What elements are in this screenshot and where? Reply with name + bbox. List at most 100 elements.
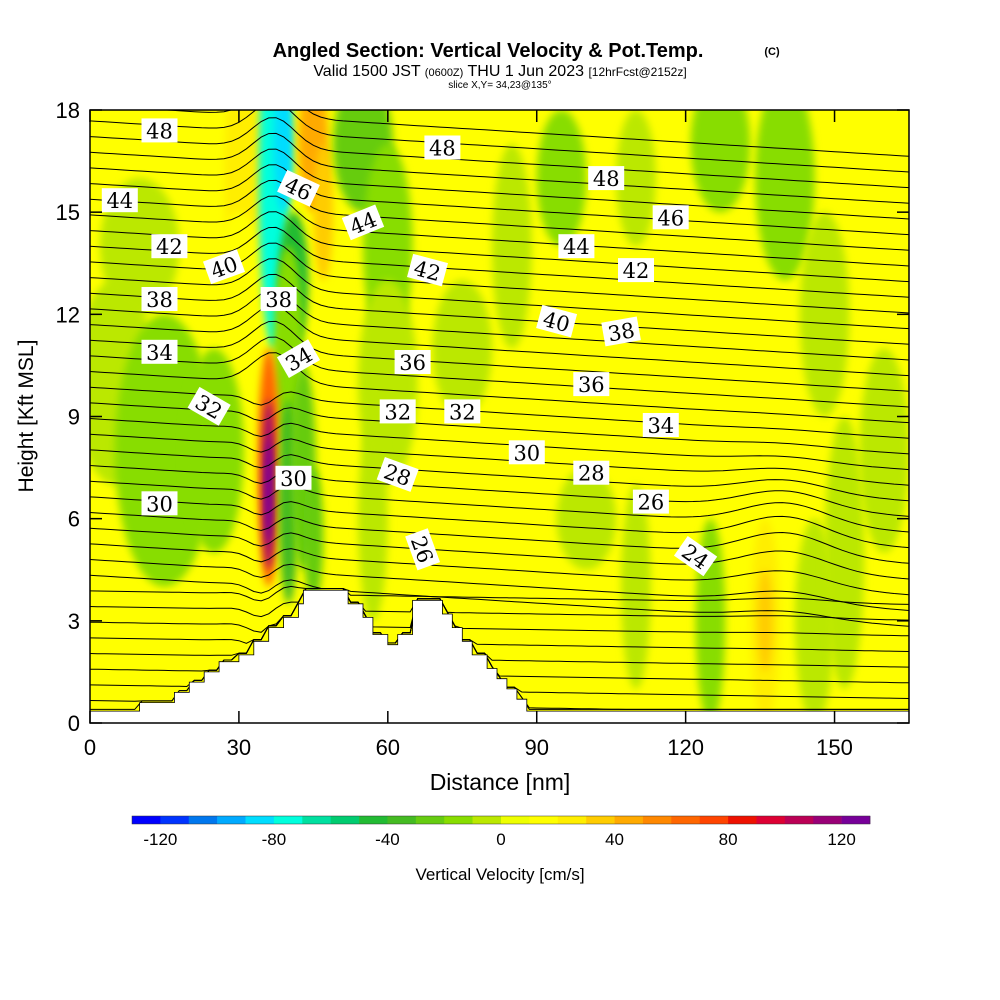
colorbar-swatch [444, 816, 473, 824]
isentrope-label-text: 42 [623, 259, 650, 283]
colorbar-swatch [160, 816, 190, 824]
isentrope-label: 30 [141, 491, 178, 516]
isentrope-label: 44 [101, 188, 138, 213]
isentrope-label: 38 [601, 316, 641, 347]
isentrope-line [158, 110, 909, 157]
isentrope-label-box [444, 399, 481, 424]
isentrope-lines [90, 110, 909, 710]
isentrope-label-box [141, 287, 178, 311]
colorbar-swatch [614, 816, 644, 824]
y-tick-label: 18 [56, 98, 80, 123]
velocity-cell [757, 569, 773, 672]
velocity-cell [492, 144, 532, 349]
isentrope-label: 26 [632, 489, 669, 515]
isentrope-label-box [101, 188, 138, 213]
isentrope-label-box [376, 456, 419, 492]
chart-subtitle: Valid 1500 JST (0600Z) THU 1 Jun 2023 [1… [313, 63, 686, 80]
velocity-cell [169, 110, 229, 213]
isentrope-label: 34 [642, 413, 679, 438]
isentrope-label: 46 [652, 205, 689, 230]
velocity-cell [690, 110, 751, 213]
isentrope-label-box [379, 399, 416, 424]
isentrope-label-text: 44 [106, 189, 133, 213]
y-tick-label: 9 [68, 405, 80, 430]
isentrope-line [90, 211, 909, 283]
utc-time: (0600Z) [425, 67, 464, 79]
isentrope-label-text: 48 [593, 167, 620, 191]
isentrope-line [90, 512, 909, 564]
isentrope-label-text: 42 [156, 235, 183, 259]
isentrope-label-text: 28 [578, 462, 605, 486]
isentrope-line [90, 336, 909, 408]
isentrope-line [90, 496, 909, 549]
y-tick-label: 3 [68, 609, 80, 634]
isentrope-line [90, 305, 909, 377]
colorbar-tick-label: -120 [143, 830, 177, 849]
velocity-cell [799, 212, 850, 417]
valid-date: THU 1 Jun 2023 [467, 63, 584, 80]
isentrope-line [90, 110, 909, 173]
y-axis-title: Height [Kft MSL] [15, 340, 38, 493]
isentrope-label-text: 44 [563, 235, 590, 259]
isentrope-label-box [277, 169, 320, 207]
colorbar-tick-label: 80 [719, 830, 738, 849]
isentrope-label: 42 [407, 253, 448, 287]
isentrope-line [90, 117, 909, 189]
colorbar-swatch [699, 816, 729, 824]
isentrope-label-box [141, 339, 178, 364]
velocity-cell [358, 416, 388, 621]
colorbar-swatch [302, 816, 331, 824]
colorbar-swatch [784, 816, 814, 824]
isentrope-line [90, 527, 909, 580]
colorbar-swatch [387, 816, 417, 824]
velocity-cell [616, 110, 656, 247]
isentrope-label-box [652, 205, 689, 230]
velocity-cell [536, 110, 587, 247]
isentrope-label-text: 34 [647, 414, 674, 438]
isentrope-line [90, 449, 909, 502]
isentrope-label-box [673, 535, 718, 577]
isentrope-label-box [601, 316, 641, 347]
isentrope-label-text: 26 [638, 491, 665, 515]
isentrope-label-text: 48 [429, 137, 456, 161]
isentrope-line [90, 588, 909, 668]
isentrope-label-text: 46 [657, 206, 684, 230]
colorbar-tick-label: -80 [262, 830, 287, 849]
velocity-cell [265, 440, 272, 543]
isentrope-label-box [276, 339, 321, 378]
isentrope-label-box [394, 350, 431, 374]
velocity-cell [432, 280, 493, 417]
isentrope-label-box [151, 234, 188, 259]
isentrope-label: 26 [405, 528, 441, 571]
isentrope-line [90, 433, 909, 486]
isentrope-label-box [141, 491, 178, 516]
colorbar-swatch [472, 816, 502, 824]
isentrope-line [90, 320, 909, 392]
isentrope-label-text: 38 [265, 288, 292, 312]
isentrope-label-text: 30 [513, 441, 540, 465]
colorbar-frame [131, 815, 871, 825]
colorbar-swatch [188, 816, 218, 824]
isentrope-label: 36 [394, 350, 431, 375]
isentrope-label-box [573, 372, 610, 397]
colorbar-tick-label: 40 [605, 830, 624, 849]
colorbar-swatch [330, 816, 360, 824]
isentrope-line [90, 164, 909, 236]
isentrope-label: 34 [141, 339, 178, 365]
colorbar: -120 -80 -40 0 40 80 120 [131, 815, 871, 849]
isentrope-label-text: 36 [399, 351, 426, 375]
isentrope-label-box [275, 465, 312, 490]
velocity-cell [794, 518, 835, 723]
isentrope-label-box [424, 135, 461, 160]
isentrope-label-box [642, 413, 679, 437]
isentrope-label: 28 [573, 460, 610, 486]
isentrope-label: 38 [260, 287, 297, 312]
isentrope-line [90, 588, 909, 684]
isentrope-label-text: 30 [280, 467, 307, 491]
y-tick-label: 15 [56, 200, 80, 225]
isentrope-label-box [187, 386, 231, 426]
isentrope-line [90, 352, 909, 424]
x-tick-label: 60 [376, 735, 400, 760]
